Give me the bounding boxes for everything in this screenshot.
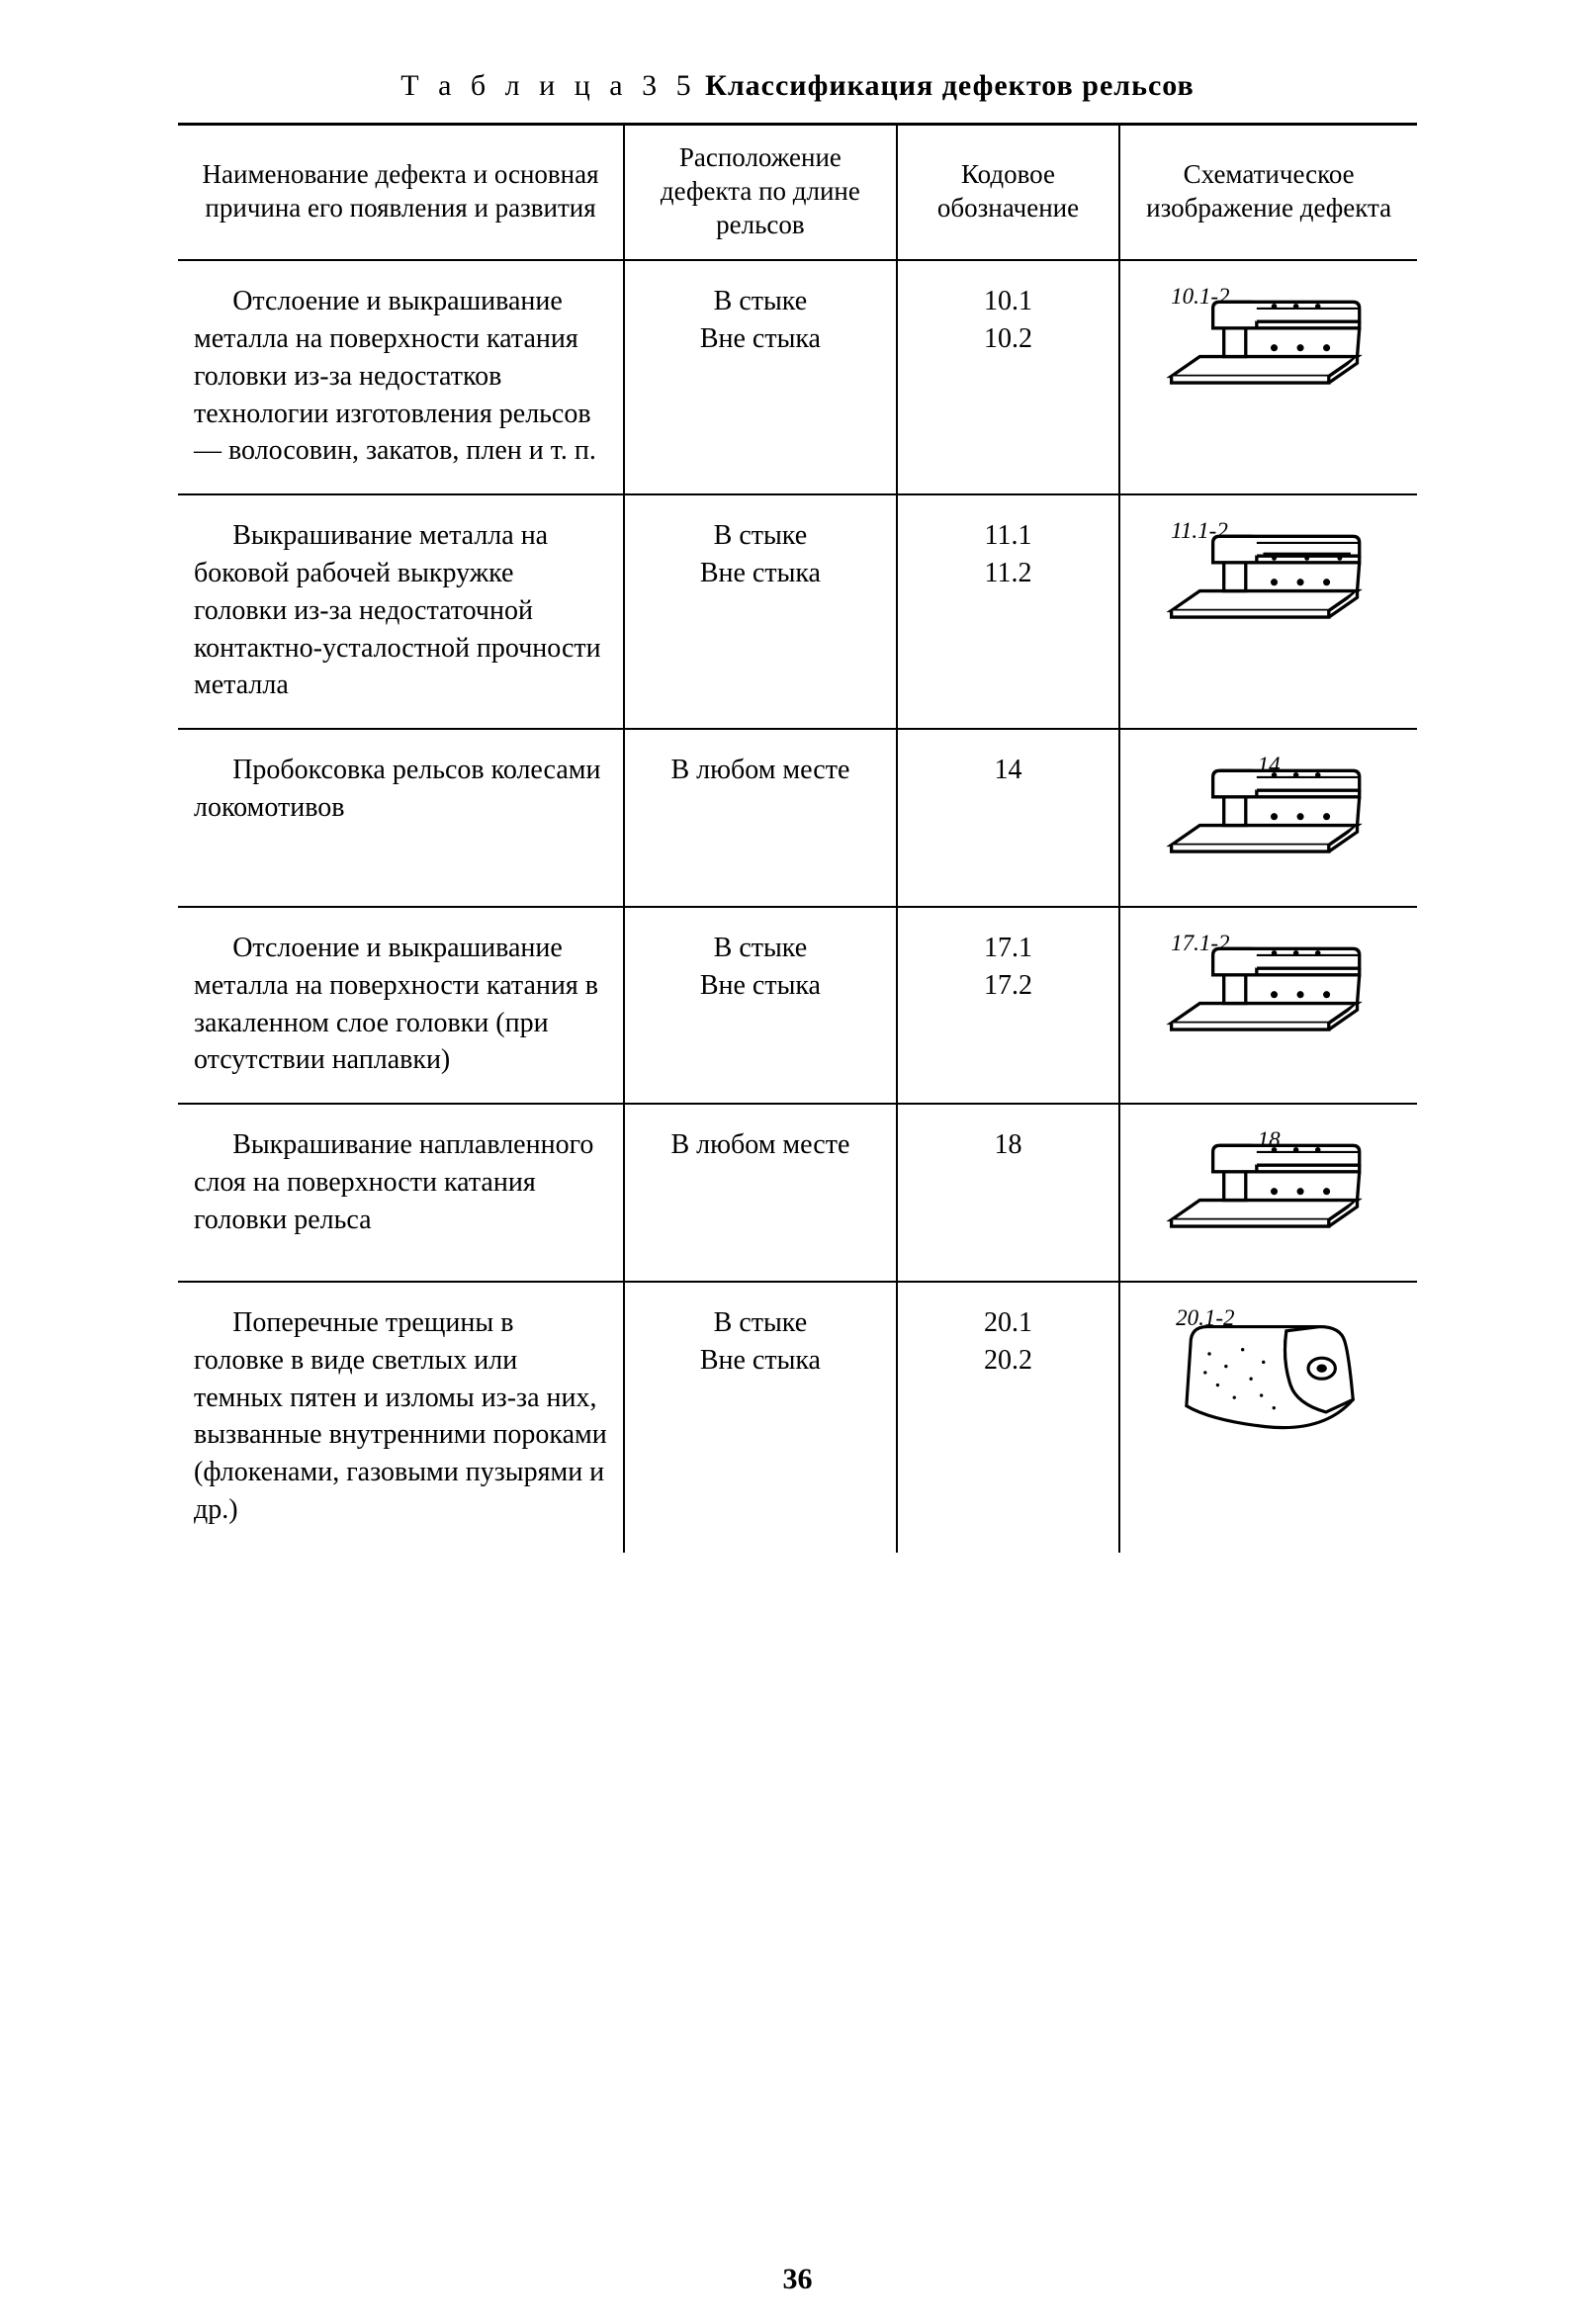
table-row: Отслоение и выкрашивание металла на пове… [178, 907, 1417, 1104]
cell-figure: 18 [1119, 1104, 1417, 1282]
figure-label: 20.1-2 [1176, 1302, 1234, 1333]
header-name: Наименование дефекта и основная причина … [178, 125, 624, 261]
header-row: Наименование дефекта и основная причина … [178, 125, 1417, 261]
figure-wrap: 10.1-2 [1165, 283, 1373, 402]
figure-label: 10.1-2 [1171, 281, 1229, 312]
cell-name: Отслоение и выкрашивание металла на пове… [178, 907, 624, 1104]
page: Т а б л и ц а 3 5 Классификация дефектов… [0, 0, 1595, 2324]
figure-wrap: 11.1-2 [1165, 517, 1373, 637]
table-body: Отслоение и выкрашивание металла на пове… [178, 260, 1417, 1553]
cell-location: В стыке Вне стыка [624, 494, 897, 729]
cell-figure: 17.1-2 [1119, 907, 1417, 1104]
figure-label: 14 [1258, 750, 1281, 780]
figure-label: 18 [1258, 1124, 1281, 1155]
figure-wrap: 17.1-2 [1165, 930, 1373, 1049]
figure-wrap: 18 [1165, 1126, 1373, 1246]
table-row: Пробоксовка рельсов колесами локомотивов… [178, 729, 1417, 907]
header-code: Кодовое обозначение [897, 125, 1120, 261]
table-row: Выкрашивание металла на боковой рабочей … [178, 494, 1417, 729]
cell-name: Поперечные трещины в головке в виде свет… [178, 1282, 624, 1553]
table-row: Поперечные трещины в головке в виде свет… [178, 1282, 1417, 1553]
table-row: Отслоение и выкрашивание металла на пове… [178, 260, 1417, 494]
table-caption: Т а б л и ц а 3 5 Классификация дефектов… [178, 69, 1417, 103]
cell-code: 17.1 17.2 [897, 907, 1120, 1104]
header-figure: Схематическое изображение дефекта [1119, 125, 1417, 261]
cell-location: В любом месте [624, 729, 897, 907]
page-number: 36 [0, 2263, 1595, 2296]
cell-figure: 11.1-2 [1119, 494, 1417, 729]
cell-figure: 20.1-2 [1119, 1282, 1417, 1553]
figure-label: 11.1-2 [1171, 515, 1228, 546]
cell-location: В стыке Вне стыка [624, 907, 897, 1104]
cell-code: 10.1 10.2 [897, 260, 1120, 494]
cell-code: 11.1 11.2 [897, 494, 1120, 729]
caption-title: Классификация дефектов рельсов [705, 69, 1195, 102]
figure-wrap: 20.1-2 [1170, 1304, 1368, 1439]
cell-location: В стыке Вне стыка [624, 1282, 897, 1553]
figure-wrap: 14 [1165, 752, 1373, 871]
cell-name: Пробоксовка рельсов колесами локомотивов [178, 729, 624, 907]
cell-code: 18 [897, 1104, 1120, 1282]
defects-table: Наименование дефекта и основная причина … [178, 123, 1417, 1553]
header-location: Расположение дефекта по длине рельсов [624, 125, 897, 261]
cell-code: 14 [897, 729, 1120, 907]
cell-name: Выкрашивание металла на боковой рабочей … [178, 494, 624, 729]
cell-code: 20.1 20.2 [897, 1282, 1120, 1553]
cell-location: В стыке Вне стыка [624, 260, 897, 494]
cell-location: В любом месте [624, 1104, 897, 1282]
cell-name: Выкрашивание наплавленного слоя на повер… [178, 1104, 624, 1282]
cell-name: Отслоение и выкрашивание металла на пове… [178, 260, 624, 494]
caption-label: Т а б л и ц а 3 5 [400, 69, 696, 102]
figure-label: 17.1-2 [1171, 928, 1229, 958]
cell-figure: 14 [1119, 729, 1417, 907]
table-row: Выкрашивание наплавленного слоя на повер… [178, 1104, 1417, 1282]
cell-figure: 10.1-2 [1119, 260, 1417, 494]
